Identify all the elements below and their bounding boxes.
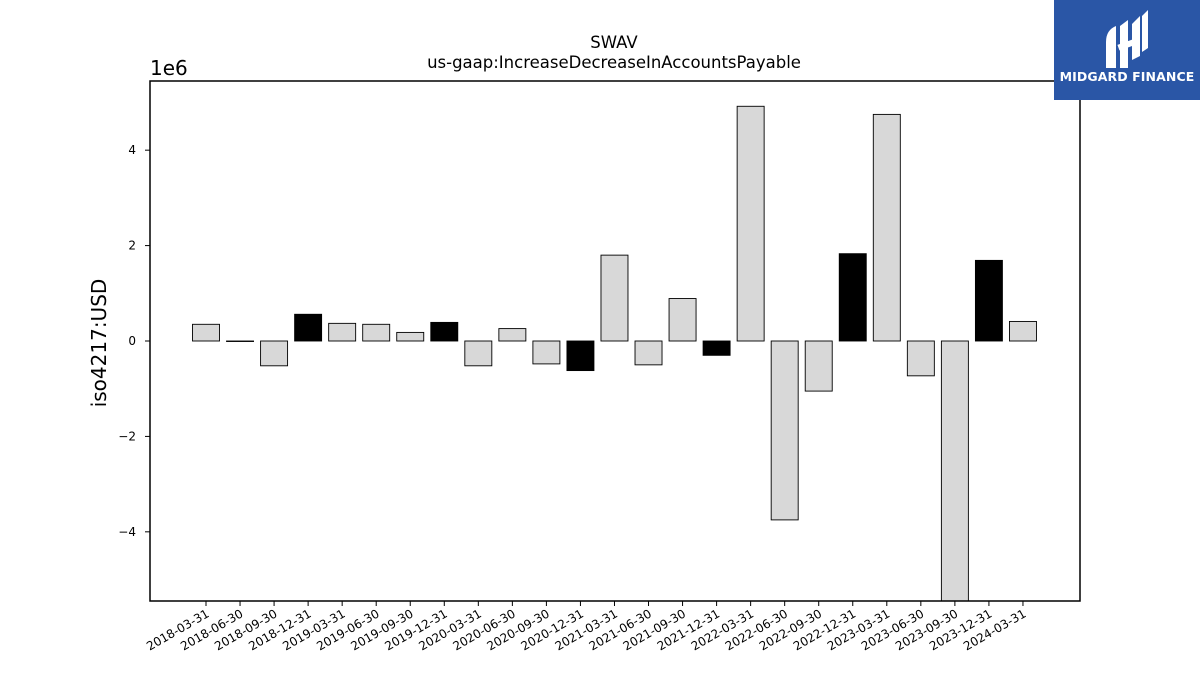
chart-title: SWAV (590, 33, 638, 52)
y-axis-label: iso4217:USD (87, 279, 111, 408)
chart-subtitle: us-gaap:IncreaseDecreaseInAccountsPayabl… (427, 53, 801, 72)
y-tick-label: 0 (128, 334, 136, 348)
bar-2022-12-31 (838, 253, 867, 342)
bar-2021-06-30 (634, 340, 663, 366)
bar-2019-09-30 (396, 331, 425, 342)
midgard-logo-icon (1106, 10, 1148, 68)
bar-2023-09-30 (940, 340, 969, 602)
bar-2024-03-31 (1009, 320, 1037, 342)
bar-2022-06-30 (770, 340, 799, 521)
bar-2020-06-30 (498, 328, 527, 342)
bar-2018-03-31 (192, 323, 220, 342)
y-scale-label: 1e6 (150, 56, 188, 80)
bar-group (192, 105, 1037, 602)
bar-2018-06-30 (226, 340, 254, 342)
brand-logo: MIDGARD FINANCE (1054, 0, 1200, 100)
plot-frame (149, 80, 1081, 602)
bar-2021-09-30 (668, 298, 697, 342)
bar-2023-03-31 (872, 113, 901, 342)
brand-name: MIDGARD FINANCE (1059, 69, 1195, 84)
bar-2022-09-30 (804, 340, 833, 392)
bar-2018-12-31 (294, 313, 323, 342)
y-tick-label: 2 (128, 239, 136, 253)
bar-2022-03-31 (736, 105, 765, 342)
bar-2020-12-31 (566, 340, 595, 372)
bar-2020-09-30 (532, 340, 561, 365)
bar-2023-12-31 (974, 259, 1003, 342)
bar-2023-06-30 (906, 340, 935, 377)
bar-2020-03-31 (464, 340, 493, 367)
bar-2019-06-30 (362, 323, 391, 342)
bar-2019-12-31 (430, 321, 459, 342)
y-tick-label: −2 (118, 429, 136, 443)
bar-2021-12-31 (702, 340, 731, 356)
bar-2019-03-31 (328, 322, 357, 342)
bar-2018-09-30 (260, 340, 289, 367)
y-ticks: −4 −2 0 2 4 (118, 143, 150, 539)
bar-2021-03-31 (600, 254, 629, 342)
y-tick-label: 4 (128, 143, 136, 157)
y-tick-label: −4 (118, 525, 136, 539)
x-ticks: 2018-03-312018-06-302018-09-302018-12-31… (144, 601, 1028, 653)
